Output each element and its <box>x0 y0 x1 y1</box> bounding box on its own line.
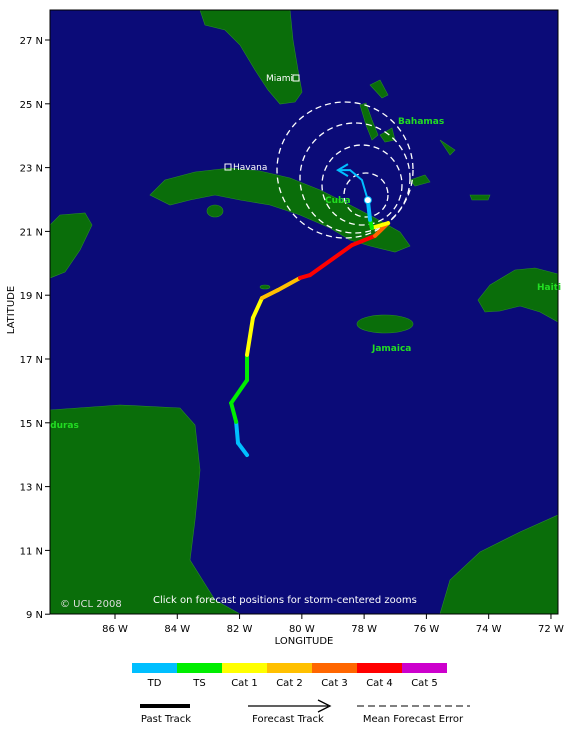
past-track-segment <box>236 440 250 458</box>
storm-position <box>363 196 372 205</box>
track <box>229 163 391 458</box>
y-tick-label: 15 N <box>20 419 43 430</box>
x-tick-label: 76 W <box>414 624 440 635</box>
legend-label: Cat 4 <box>366 678 393 689</box>
y-axis-title: LATITUDE <box>6 286 17 334</box>
x-tick-label: 86 W <box>102 624 128 635</box>
legend-swatch <box>357 663 402 673</box>
y-tick-label: 19 N <box>20 291 43 302</box>
forecast-track <box>337 169 369 201</box>
city-label: Miami <box>266 74 293 84</box>
y-tick-label: 27 N <box>20 36 43 47</box>
map-frame <box>49 9 559 615</box>
legend-label: Cat 2 <box>276 678 303 689</box>
forecast-arrowhead <box>336 163 349 178</box>
past-track-segment <box>307 243 354 278</box>
past-track-segment <box>229 378 250 406</box>
legend-swatch <box>402 663 447 673</box>
legend-label: Forecast Track <box>252 714 324 725</box>
x-tick-label: 72 W <box>538 624 564 635</box>
city-marker <box>224 163 232 171</box>
past-track-segment <box>259 288 280 301</box>
legend-swatch <box>267 663 312 673</box>
past-track-segment <box>229 401 239 424</box>
legend-swatch <box>312 663 357 673</box>
past-track-segment <box>275 275 302 293</box>
legend-swatch <box>177 663 222 673</box>
legend-swatch <box>132 663 177 673</box>
x-tick-label: 74 W <box>476 624 502 635</box>
past-track-segment <box>250 296 264 320</box>
place-label: Honduras <box>30 421 79 431</box>
x-tick-label: 78 W <box>351 624 377 635</box>
legend-label: Cat 5 <box>411 678 438 689</box>
legend-label: Mean Forecast Error <box>363 714 464 725</box>
city-label: Havana <box>233 163 267 173</box>
x-tick-label: 80 W <box>289 624 315 635</box>
past-track-segment <box>245 315 255 357</box>
past-track-segment <box>369 221 391 230</box>
legend-label: Cat 1 <box>231 678 258 689</box>
y-tick-label: 23 N <box>20 164 43 175</box>
x-tick-label: 84 W <box>164 624 190 635</box>
y-tick-label: 25 N <box>20 100 43 111</box>
legend-label: TD <box>147 678 162 689</box>
city-marker <box>292 74 300 82</box>
y-tick-label: 13 N <box>20 483 43 494</box>
map-note: Click on forecast positions for storm-ce… <box>153 595 417 606</box>
y-tick-label: 21 N <box>20 227 43 238</box>
y-tick-label: 17 N <box>20 355 43 366</box>
place-label: Cuba <box>325 196 351 206</box>
y-tick-label: 9 N <box>26 610 43 621</box>
place-label: Haiti <box>537 283 561 293</box>
x-tick-label: 82 W <box>227 624 253 635</box>
past-track-segment <box>349 233 378 248</box>
place-label: Jamaica <box>371 344 411 354</box>
past-track-segment <box>234 419 241 445</box>
legend-label: Past Track <box>141 714 191 725</box>
y-tick-label: 11 N <box>20 546 43 557</box>
copyright: © UCL 2008 <box>60 599 122 610</box>
legend-label: TS <box>192 678 205 689</box>
forecast-error-cones <box>276 101 414 239</box>
land <box>50 10 558 614</box>
legend-label: Cat 3 <box>321 678 348 689</box>
place-label: Bahamas <box>398 117 444 127</box>
x-axis-title: LONGITUDE <box>275 636 334 647</box>
forecast-arrow-sample <box>317 699 332 713</box>
legend-swatch <box>222 663 267 673</box>
